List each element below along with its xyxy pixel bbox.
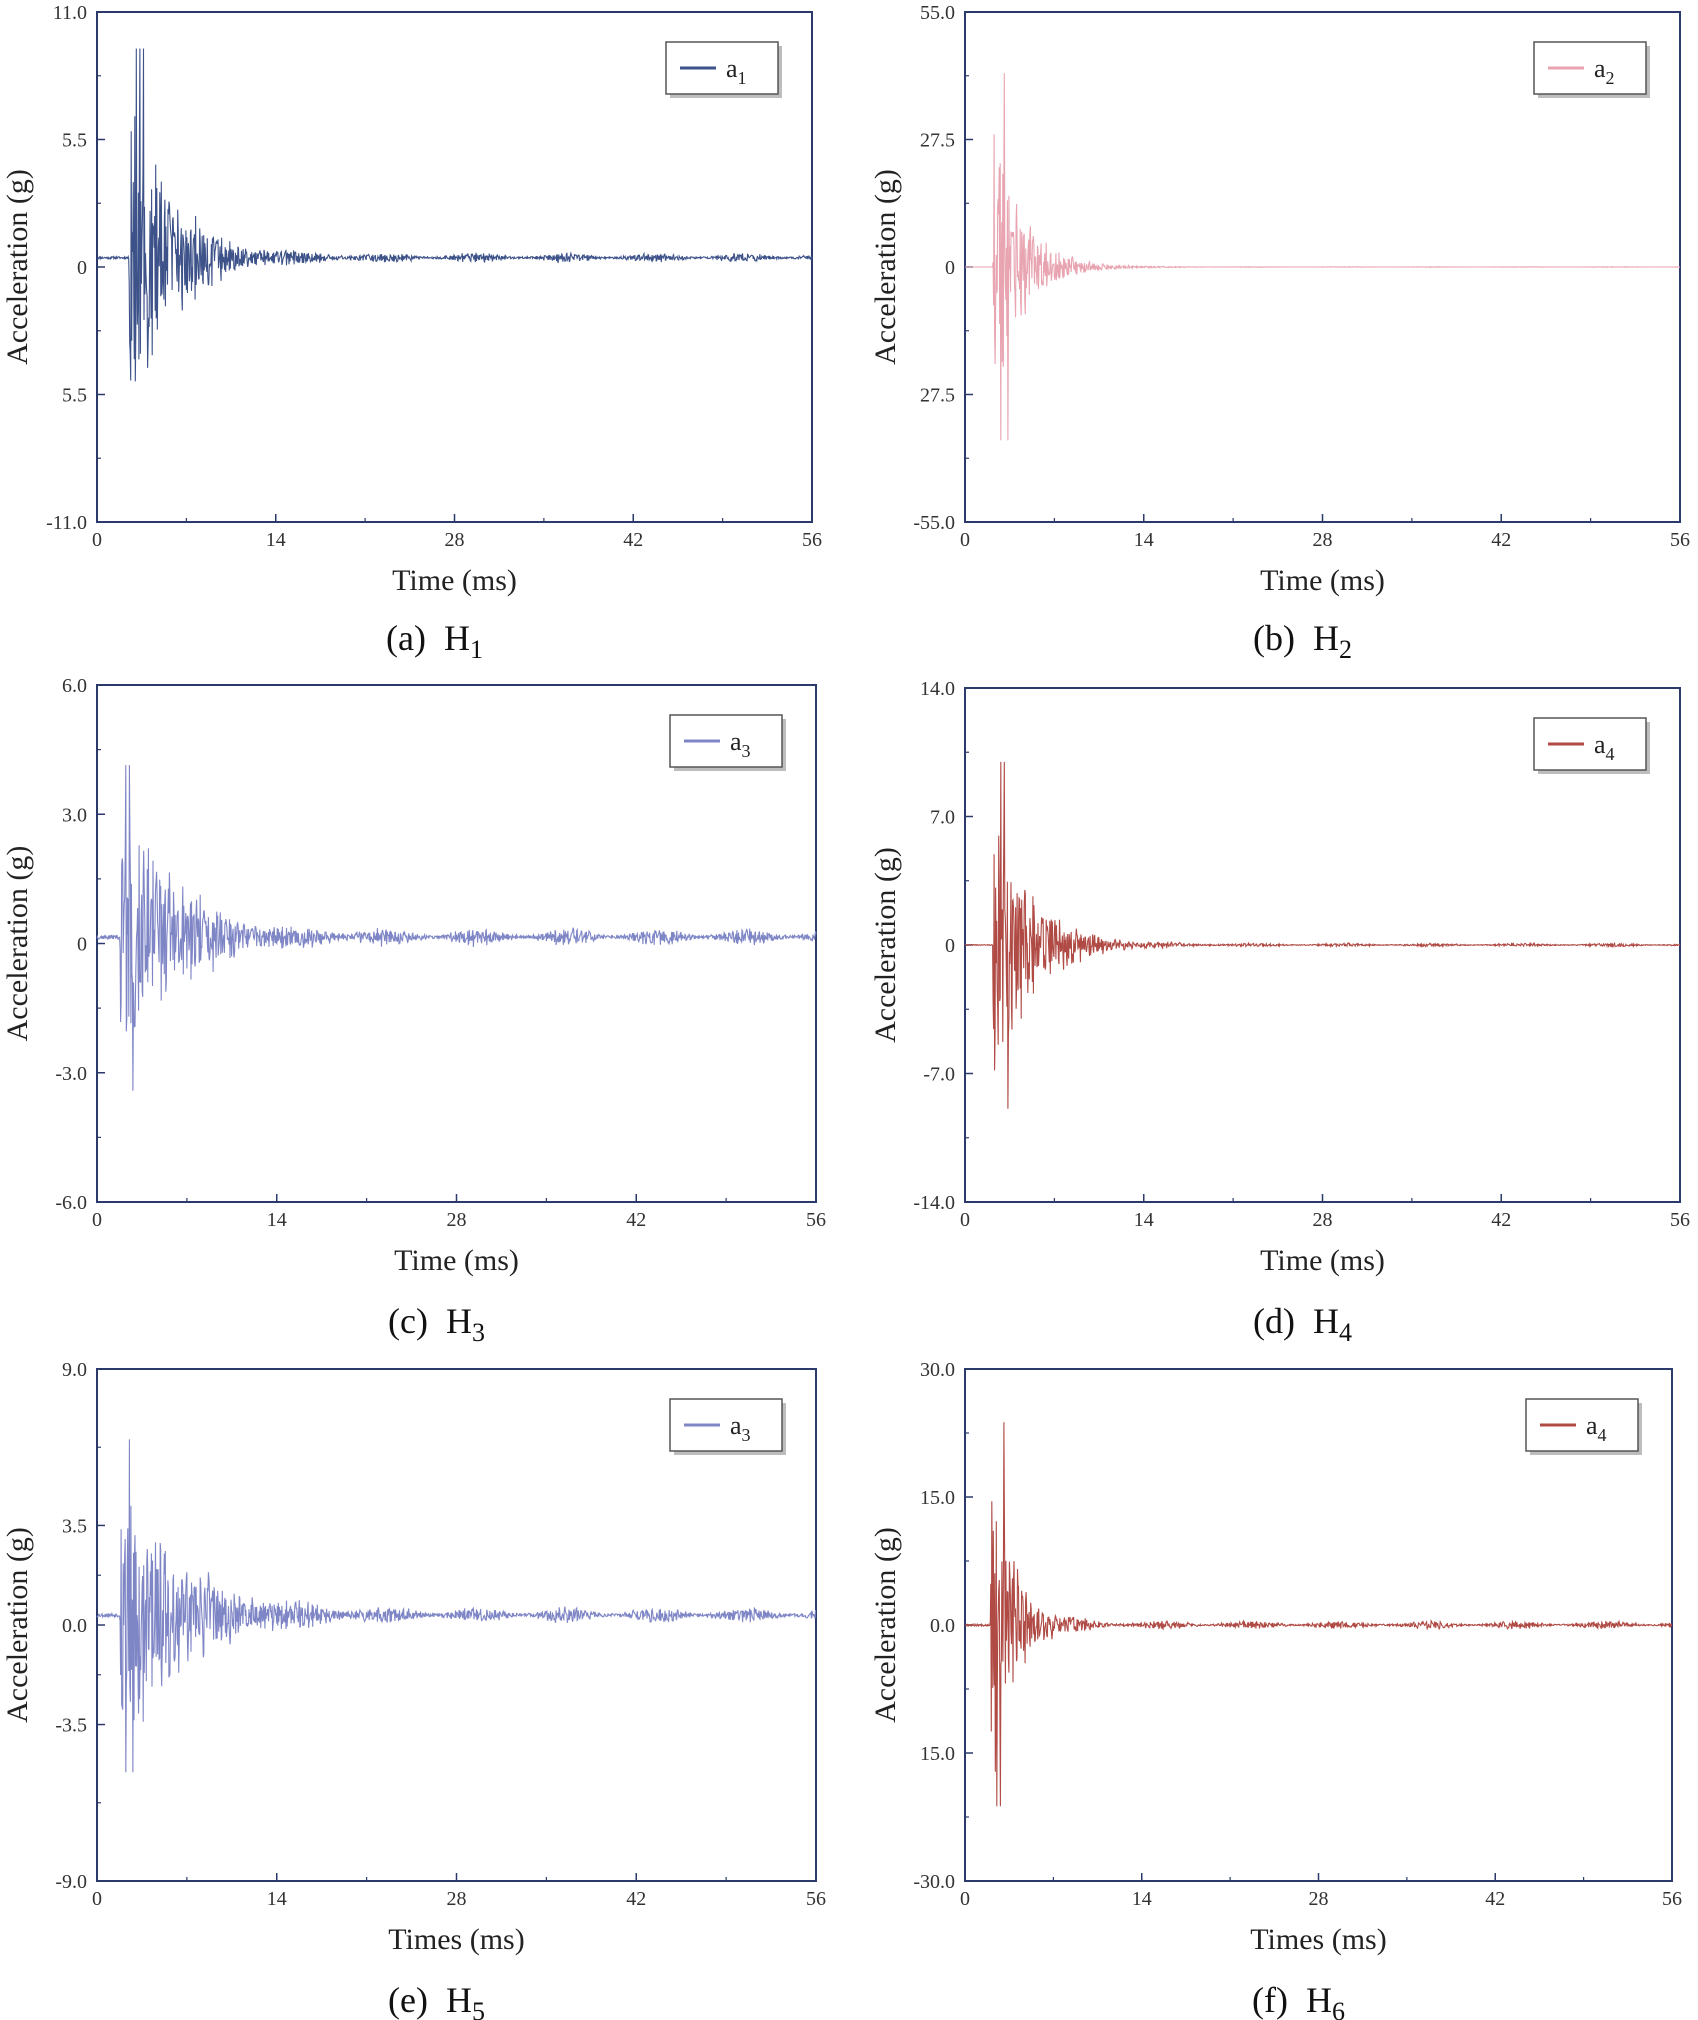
y-tick-label: 15.0 — [920, 1743, 955, 1765]
legend-label: a4 — [1594, 730, 1615, 764]
x-tick-label: 14 — [267, 1888, 287, 1910]
y-axis-title: Acceleration (g) — [869, 847, 902, 1043]
legend-label: a3 — [730, 1411, 751, 1445]
x-tick-label: 28 — [1313, 529, 1333, 551]
legend-label: a4 — [1586, 1411, 1607, 1445]
y-tick-label: -14.0 — [913, 1192, 955, 1214]
y-tick-label: 9.0 — [62, 1359, 87, 1381]
y-tick-label: 0 — [945, 935, 955, 957]
y-tick-label: 6.0 — [62, 675, 87, 697]
y-axis-title: Acceleration (g) — [869, 1527, 902, 1723]
y-tick-label: -3.0 — [55, 1063, 87, 1085]
panel-caption: (d) H4 — [1253, 1301, 1352, 1347]
x-tick-label: 28 — [1313, 1209, 1333, 1231]
x-tick-label: 28 — [447, 1209, 467, 1231]
x-tick-label: 56 — [1670, 529, 1690, 551]
y-tick-label: 5.5 — [62, 130, 87, 152]
x-tick-label: 42 — [1485, 1888, 1505, 1910]
y-tick-label: 15.0 — [920, 1487, 955, 1509]
y-tick-label: 5.5 — [62, 385, 87, 407]
x-axis-title: Times (ms) — [388, 1923, 524, 1956]
chart-panel-4: 0 14 28 42 56 14.0 7.0 0 -7.0 -14.0 Time (ms) Accel… — [869, 678, 1690, 1347]
series-line-a1 — [96, 48, 813, 382]
x-tick-label: 42 — [623, 529, 643, 551]
x-tick-label: 0 — [960, 1888, 970, 1910]
x-tick-label: 0 — [92, 529, 102, 551]
series-line-a3 — [96, 1439, 817, 1773]
y-tick-label: 3.0 — [62, 804, 87, 826]
y-tick-label: 0 — [77, 257, 87, 279]
x-tick-label: 0 — [960, 1209, 970, 1231]
x-tick-label: 14 — [1132, 1888, 1152, 1910]
y-axis-title: Acceleration (g) — [1, 169, 34, 365]
x-axis-title: Time (ms) — [392, 564, 517, 597]
x-tick-label: 56 — [806, 1888, 826, 1910]
y-tick-label: 3.5 — [62, 1515, 87, 1537]
x-tick-label: 56 — [806, 1209, 826, 1231]
x-tick-label: 56 — [802, 529, 822, 551]
y-tick-label: 14.0 — [920, 678, 955, 700]
chart-panel-5: 0 14 28 42 56 9.0 3.5 0.0 -3.5 -9.0 Times (ms) Acce… — [1, 1359, 826, 2020]
series-line-a2 — [965, 73, 1681, 441]
chart-panel-3: 0 14 28 42 56 6.0 3.0 0 -3.0 -6.0 Time (ms) Acceler… — [1, 675, 826, 1347]
legend-label: a1 — [726, 54, 747, 88]
y-tick-label: 0 — [945, 257, 955, 279]
chart-panel-1: 0 14 28 42 56 11.0 5.5 0 5.5 -11.0 Time (ms) Accele… — [1, 2, 822, 664]
y-tick-label: -6.0 — [55, 1192, 87, 1214]
x-tick-label: 14 — [1134, 1209, 1154, 1231]
y-tick-label: -7.0 — [923, 1064, 955, 1086]
y-tick-label: -9.0 — [55, 1871, 87, 1893]
x-tick-label: 14 — [266, 529, 286, 551]
x-tick-label: 42 — [626, 1209, 646, 1231]
y-tick-label: -30.0 — [913, 1871, 955, 1893]
y-tick-label: -55.0 — [913, 512, 955, 534]
x-tick-label: 56 — [1662, 1888, 1682, 1910]
y-tick-label: 27.5 — [920, 385, 955, 407]
x-tick-label: 0 — [92, 1888, 102, 1910]
y-tick-label: 7.0 — [930, 807, 955, 829]
panel-caption: (a) H1 — [386, 618, 483, 664]
x-axis-title: Time (ms) — [1260, 564, 1385, 597]
x-tick-label: 14 — [267, 1209, 287, 1231]
x-tick-label: 28 — [445, 529, 465, 551]
panel-caption: (e) H5 — [388, 1980, 485, 2020]
panel-caption: (f) H6 — [1252, 1980, 1345, 2020]
y-tick-label: -11.0 — [46, 512, 87, 534]
y-tick-label: 30.0 — [920, 1359, 955, 1381]
x-tick-label: 0 — [960, 529, 970, 551]
series-line-a4 — [964, 761, 1681, 1109]
y-axis-title: Acceleration (g) — [1, 1527, 34, 1723]
x-tick-label: 56 — [1670, 1209, 1690, 1231]
legend-label: a3 — [730, 727, 751, 761]
x-tick-label: 28 — [1309, 1888, 1329, 1910]
series-line-a4 — [964, 1422, 1673, 1807]
x-axis-title: Times (ms) — [1250, 1923, 1386, 1956]
x-tick-label: 14 — [1134, 529, 1154, 551]
y-tick-label: 0.0 — [62, 1615, 87, 1637]
panel-caption: (c) H3 — [388, 1301, 485, 1347]
panel-caption: (b) H2 — [1253, 618, 1352, 664]
x-tick-label: 42 — [626, 1888, 646, 1910]
x-tick-label: 42 — [1491, 1209, 1511, 1231]
x-axis-title: Time (ms) — [1260, 1244, 1385, 1277]
x-tick-label: 28 — [447, 1888, 467, 1910]
y-tick-label: 0.0 — [930, 1615, 955, 1637]
x-tick-label: 0 — [92, 1209, 102, 1231]
y-tick-label: 55.0 — [920, 2, 955, 24]
y-tick-label: 11.0 — [53, 2, 87, 24]
x-axis-title: Time (ms) — [394, 1244, 519, 1277]
chart-panel-2: 0 14 28 42 56 55.0 27.5 0 27.5 -55.0 Time (ms) Acce… — [869, 2, 1690, 664]
y-axis-title: Acceleration (g) — [1, 846, 34, 1042]
y-tick-label: 27.5 — [920, 130, 955, 152]
y-tick-label: -3.5 — [55, 1715, 87, 1737]
chart-panel-6: 0 14 28 42 56 30.0 15.0 0.0 15.0 -30.0 Times (ms) A… — [869, 1359, 1682, 2020]
series-line-a3 — [96, 765, 817, 1091]
legend-label: a2 — [1594, 54, 1615, 88]
y-tick-label: 0 — [77, 934, 87, 956]
x-tick-label: 42 — [1491, 529, 1511, 551]
y-axis-title: Acceleration (g) — [869, 169, 902, 365]
